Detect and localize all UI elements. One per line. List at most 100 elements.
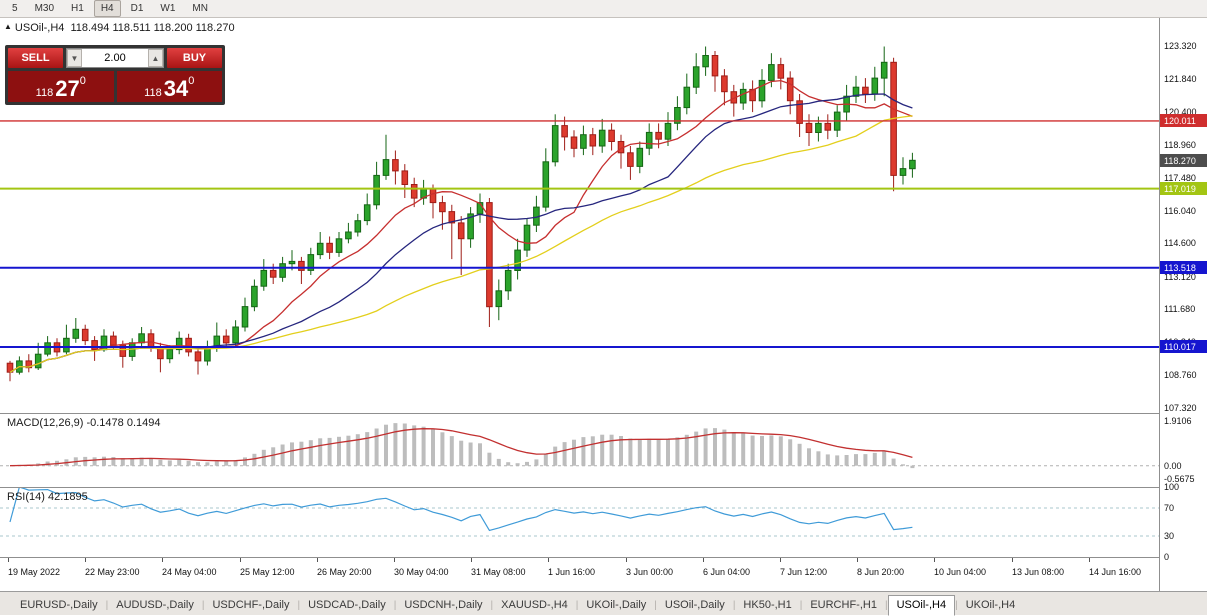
tab-separator: | (884, 600, 888, 611)
time-tick-mark (8, 557, 9, 562)
buy-button[interactable]: BUY (167, 48, 222, 68)
volume-input[interactable]: 2.00 (104, 52, 126, 64)
hline-price-tag: 117.019 (1160, 182, 1207, 195)
tab-separator: | (393, 600, 397, 611)
rsi-label: RSI(14) 42.1895 (7, 491, 88, 503)
timeframe-toolbar: 5 M30 H1 H4 D1 W1 MN (0, 0, 1207, 18)
time-tick-label: 14 Jun 16:00 (1089, 567, 1142, 577)
time-tick-mark (780, 557, 781, 562)
price-chart-canvas[interactable] (0, 18, 1159, 413)
chart-tab-ukoil-h4[interactable]: UKOil-,H4 (965, 599, 1016, 611)
hline-price-tag: 113.518 (1160, 261, 1207, 274)
current-price-tag: 118.270 (1160, 154, 1207, 167)
ask-price[interactable]: 118 34 0 (116, 71, 222, 102)
timeframe-button-m30[interactable]: M30 (34, 3, 55, 14)
tab-separator: | (105, 600, 109, 611)
time-tick-mark (703, 557, 704, 562)
chart-tab-usoil-daily[interactable]: USOil-,Daily (664, 599, 725, 611)
time-tick-label: 19 May 2022 (8, 567, 61, 577)
sell-button[interactable]: SELL (8, 48, 63, 68)
chart-window: ▲ USOil-,H4 118.494 118.511 118.200 118.27… (0, 18, 1207, 591)
rsi-panel-divider (0, 487, 1207, 488)
rsi-axis-label: 0 (1164, 552, 1170, 562)
macd-axis-label: 0.00 (1164, 461, 1182, 471)
time-tick-mark (1012, 557, 1013, 562)
timeframe-button-w1[interactable]: W1 (160, 3, 176, 14)
bid-price[interactable]: 118 27 0 (8, 71, 114, 102)
time-tick-label: 30 May 04:00 (394, 567, 449, 577)
price-axis[interactable]: 123.320 121.840 120.400 118.960 117.480 116.0… (1159, 18, 1207, 591)
timeframe-button-h1[interactable]: H1 (71, 3, 84, 14)
tab-separator: | (201, 600, 205, 611)
tab-separator: | (490, 600, 494, 611)
rsi-axis-label: 100 (1164, 482, 1180, 492)
ask-pips: 34 (163, 76, 189, 102)
price-tick-label: 120.400 (1164, 107, 1197, 117)
chart-tab-usdcad-daily[interactable]: USDCAD-,Daily (308, 599, 386, 611)
timeframe-button-h4[interactable]: H4 (93, 0, 121, 17)
chart-tab-eurusd-daily[interactable]: EURUSD-,Daily (20, 599, 98, 611)
chart-tab-eurchf-h1[interactable]: EURCHF-,H1 (810, 599, 877, 611)
time-tick-label: 3 Jun 00:00 (626, 567, 674, 577)
timeframe-button-d1[interactable]: D1 (130, 3, 144, 14)
symbol-period-label: USOil-,H4 (14, 22, 65, 34)
chart-tab-ukoil-daily[interactable]: UKOil-,Daily (586, 599, 647, 611)
bid-pips: 27 (55, 76, 80, 102)
time-tick-label: 31 May 08:00 (471, 567, 526, 577)
chart-tabs-bar: EURUSD-,Daily | AUDUSD-,Daily | USDCHF-,Dail… (0, 591, 1207, 616)
time-tick-label: 10 Jun 04:00 (934, 567, 987, 577)
price-tick-label: 116.040 (1164, 206, 1196, 216)
collapse-icon[interactable]: ▲ (4, 22, 12, 31)
volume-increase-button[interactable]: ▲ (148, 49, 163, 67)
time-tick-mark (394, 557, 395, 562)
chart-tab-xauusd-h4[interactable]: XAUUSD-,H4 (501, 599, 568, 611)
bid-int: 118 (35, 87, 54, 99)
tab-separator: | (654, 600, 657, 611)
time-axis[interactable]: 19 May 2022 22 May 23:00 24 May 04:00 25 Ma… (0, 557, 1159, 591)
chart-title: ▲ USOil-,H4 118.494 118.511 118.200 118.27… (4, 22, 235, 34)
macd-axis-label: -0.5675 (1164, 474, 1195, 484)
bid-point: 0 (79, 75, 86, 87)
ohlc-values: 118.494 118.511 118.200 118.270 (70, 22, 235, 34)
time-tick-label: 7 Jun 12:00 (780, 567, 828, 577)
time-tick-mark (1089, 557, 1090, 562)
macd-label: MACD(12,26,9) -0.1478 0.1494 (7, 417, 161, 429)
tab-separator: | (955, 600, 958, 611)
rsi-axis-label: 30 (1164, 531, 1175, 541)
chart-tab-hk50-h1[interactable]: HK50-,H1 (743, 599, 792, 611)
price-tick-label: 108.760 (1164, 370, 1197, 380)
time-tick-label: 13 Jun 08:00 (1012, 567, 1065, 577)
time-tick-mark (548, 557, 549, 562)
time-tick-mark (240, 557, 241, 562)
ask-point: 0 (188, 75, 195, 87)
chart-tab-usdchf-daily[interactable]: USDCHF-,Daily (212, 599, 290, 611)
timeframe-button-5[interactable]: 5 (12, 3, 18, 14)
price-tick-label: 111.680 (1164, 304, 1196, 314)
chart-plots: ▲ USOil-,H4 118.494 118.511 118.200 118.27… (0, 18, 1159, 591)
tab-separator: | (297, 600, 301, 611)
time-tick-mark (85, 557, 86, 562)
chart-tab-usdcnh-daily[interactable]: USDCNH-,Daily (404, 599, 483, 611)
time-tick-label: 6 Jun 04:00 (703, 567, 751, 577)
chart-tab-audusd-daily[interactable]: AUDUSD-,Daily (116, 599, 194, 611)
rsi-indicator-canvas[interactable] (0, 487, 1159, 557)
ask-int: 118 (144, 87, 162, 99)
time-tick-label: 25 May 12:00 (240, 567, 295, 577)
macd-indicator-canvas[interactable] (0, 413, 1159, 487)
volume-control: ▼ 2.00 ▲ (66, 48, 164, 68)
hline-price-tag: 110.017 (1160, 340, 1207, 353)
time-tick-mark (626, 557, 627, 562)
timeframe-button-mn[interactable]: MN (192, 3, 208, 14)
tab-separator: | (799, 600, 803, 611)
time-tick-mark (857, 557, 858, 562)
time-tick-label: 24 May 04:00 (162, 567, 217, 577)
volume-decrease-button[interactable]: ▼ (67, 49, 82, 67)
tab-separator: | (732, 600, 736, 611)
price-tick-label: 118.960 (1164, 140, 1196, 150)
time-tick-label: 1 Jun 16:00 (548, 567, 596, 577)
price-tick-label: 117.480 (1164, 173, 1196, 183)
chart-tab-usoil-h4[interactable]: USOil-,H4 (887, 595, 956, 616)
macd-axis-label: 1.9106 (1164, 416, 1192, 426)
macd-panel-divider (0, 413, 1207, 414)
time-tick-mark (934, 557, 935, 562)
